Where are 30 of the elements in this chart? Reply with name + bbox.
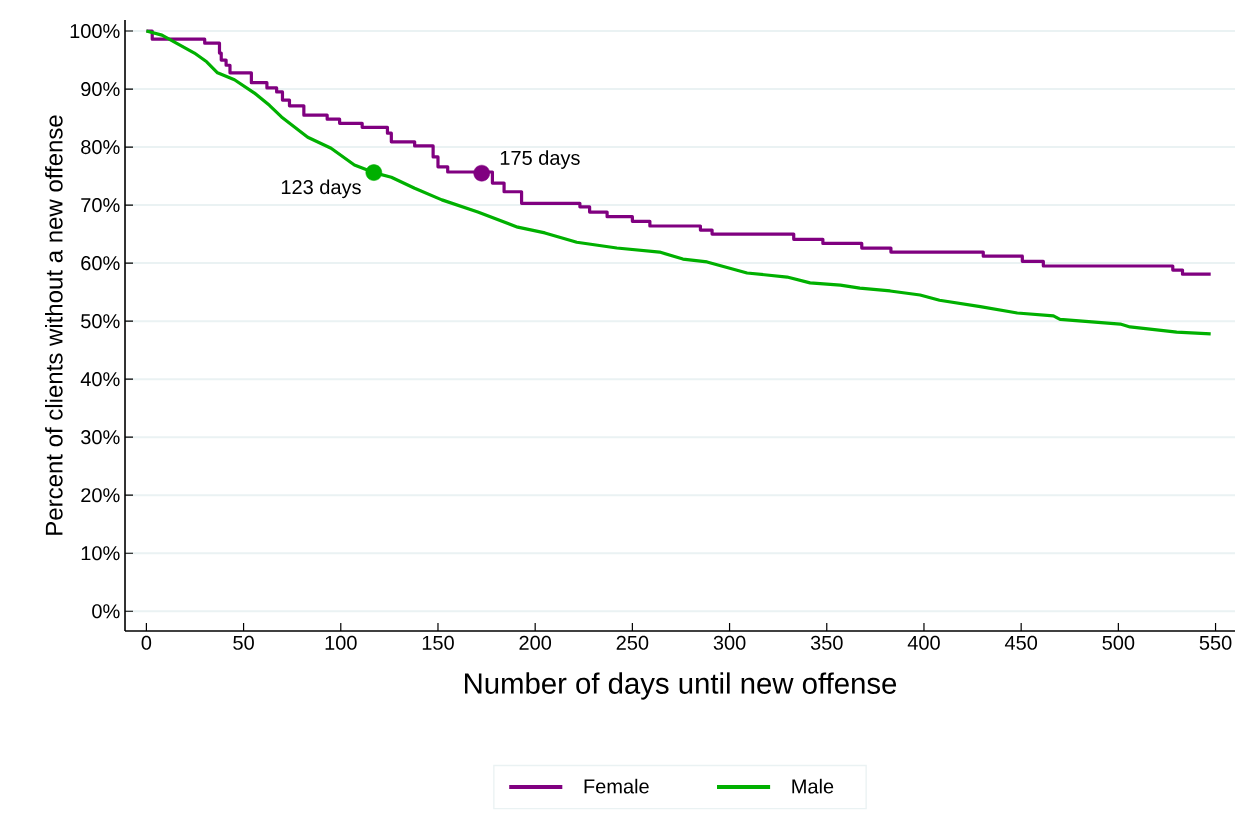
x-tick-label: 450 xyxy=(1004,635,1038,650)
y-tick-label: 20% xyxy=(81,488,120,503)
line-series xyxy=(144,29,1213,336)
x-axis-title: Number of days until new offense xyxy=(465,672,897,700)
y-axis-title: Percent of clients without a new offense xyxy=(45,115,63,535)
x-tick-label: 500 xyxy=(1102,635,1135,650)
annotation: 123 days xyxy=(281,179,361,199)
y-tick-label: 0% xyxy=(92,604,120,619)
y-tick-label: 100% xyxy=(70,23,120,39)
y-tick-label: 80% xyxy=(81,139,120,155)
x-tick-label: 50 xyxy=(233,635,254,650)
legend-label: Male xyxy=(792,778,834,794)
x-tick-label: 150 xyxy=(422,635,454,650)
x-tick-label: 300 xyxy=(713,635,746,650)
y-tick-label: 10% xyxy=(81,546,120,561)
x-tick-label: 200 xyxy=(519,635,552,650)
x-tick-label: 550 xyxy=(1199,635,1232,650)
x-tick-label: 400 xyxy=(907,635,940,650)
y-tick-label: 90% xyxy=(81,81,120,97)
legend-label: Female xyxy=(584,778,649,794)
y-tick-label: 40% xyxy=(80,372,120,387)
annotation: 175 days xyxy=(500,150,580,169)
x-tick-label: 350 xyxy=(810,635,843,650)
x-tick-label: 100 xyxy=(325,635,357,650)
y-tick-label: 70% xyxy=(81,198,120,213)
y-tick-label: 60% xyxy=(81,256,120,271)
y-tick-label: 30% xyxy=(81,430,120,445)
x-tick-label: 250 xyxy=(616,635,649,650)
y-tick-label: 50% xyxy=(81,314,120,329)
x-tick-label: 0 xyxy=(141,635,152,650)
